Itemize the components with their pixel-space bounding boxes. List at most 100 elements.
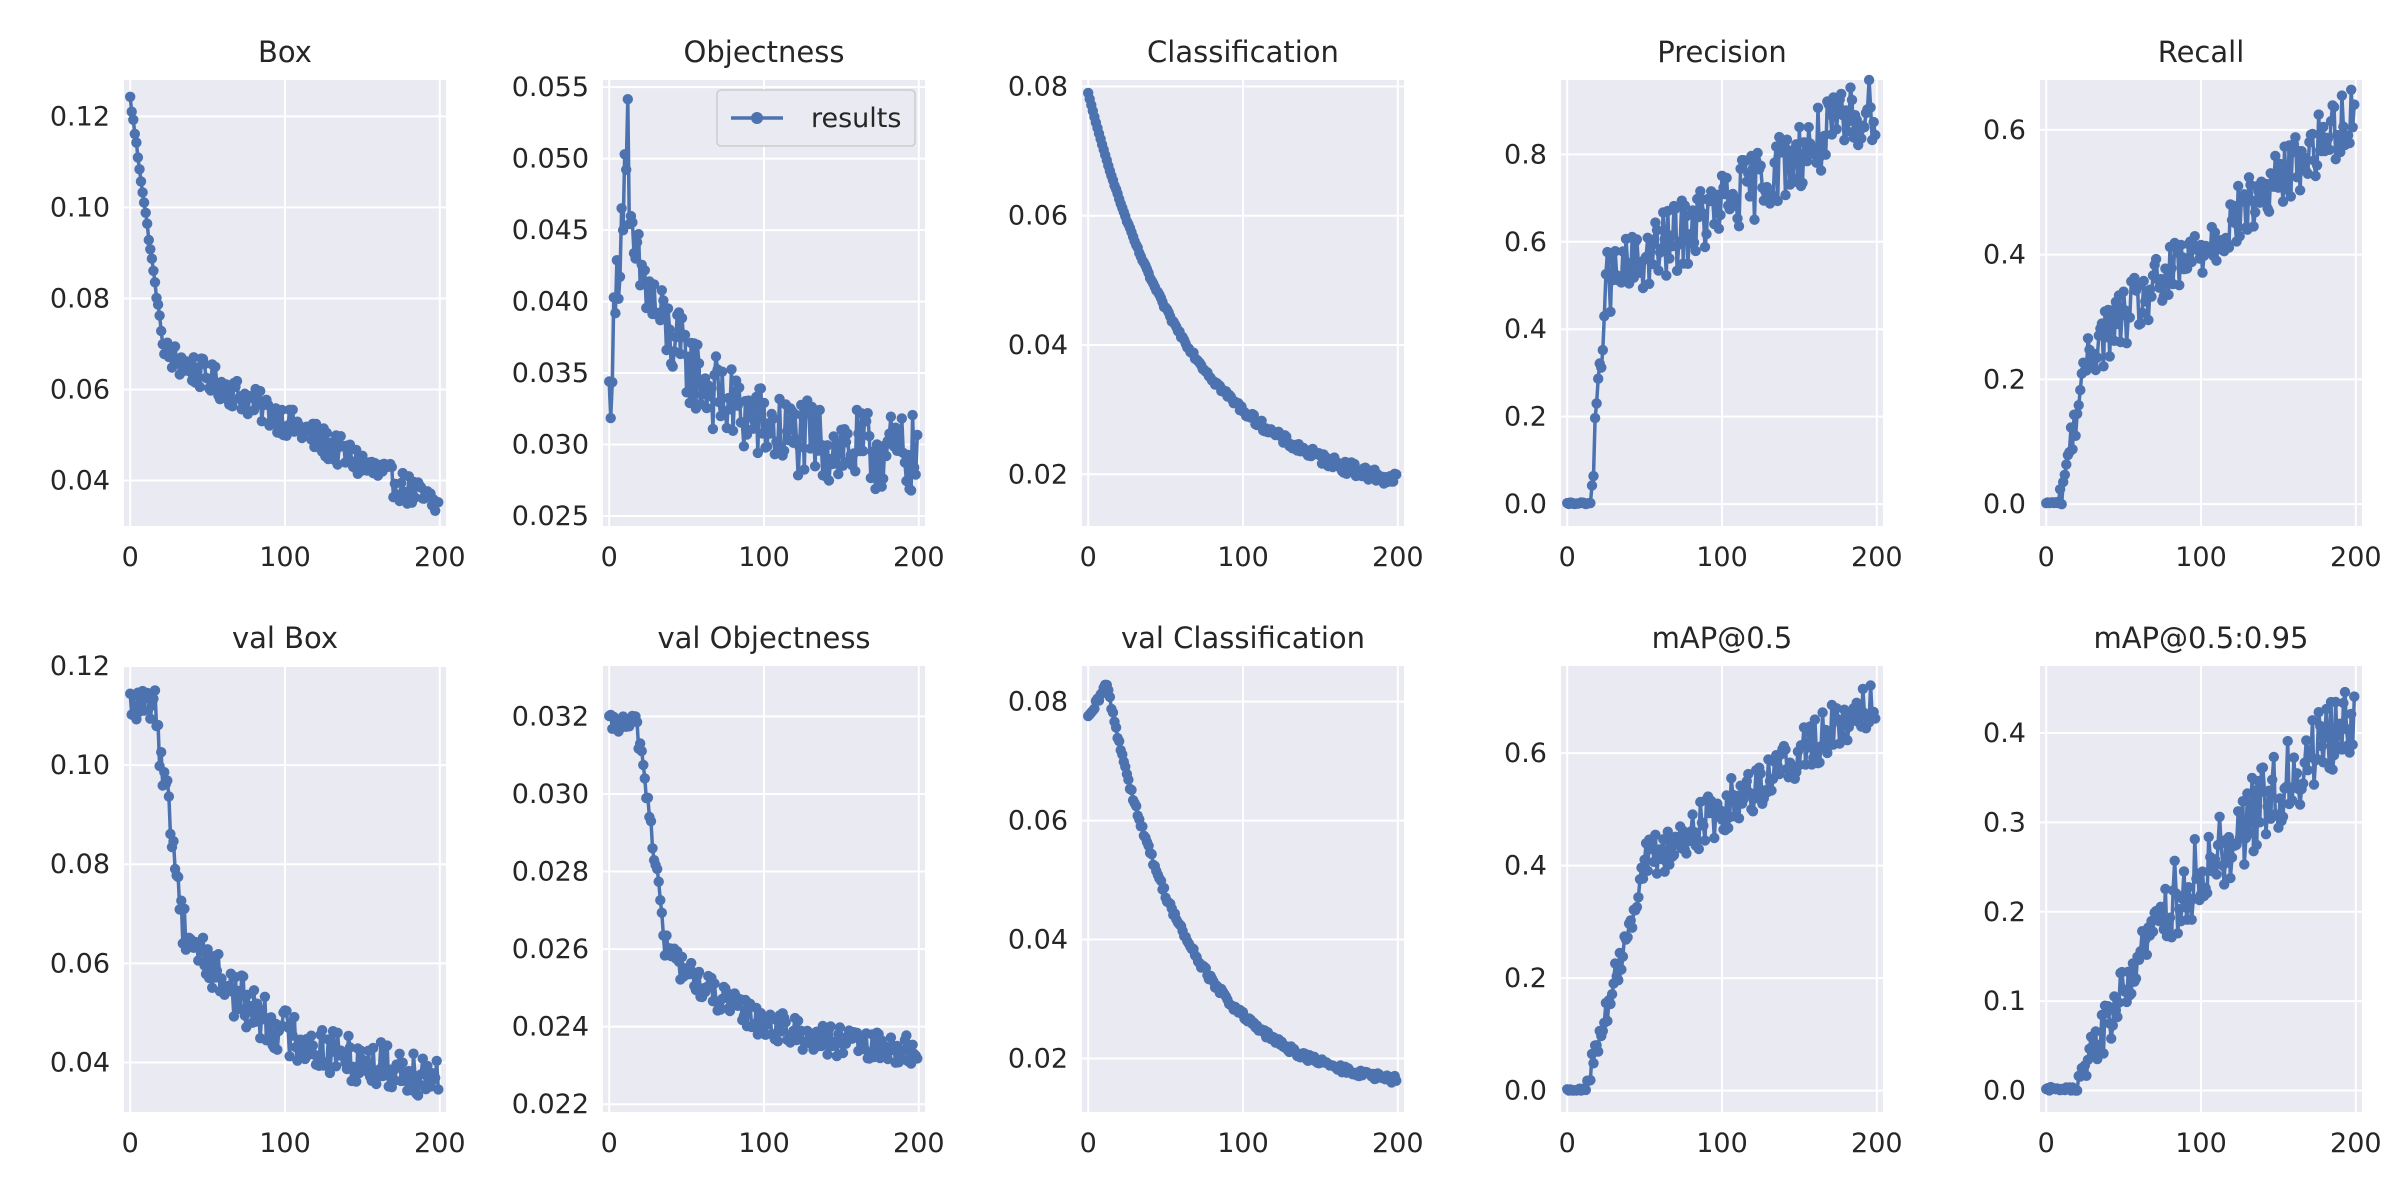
data-point bbox=[2338, 121, 2349, 132]
data-point bbox=[1772, 195, 1783, 207]
data-point bbox=[614, 271, 626, 282]
data-point bbox=[2328, 101, 2340, 113]
y-tick-label: 0.0 bbox=[1983, 1076, 2026, 1107]
data-point bbox=[128, 114, 139, 126]
chart-panel-4: Precision 0 100 200 0.0 0.2 0.4 0.6 0.8 bbox=[1504, 35, 1903, 573]
data-point bbox=[2121, 338, 2132, 349]
y-tick-label: 0.0 bbox=[1504, 489, 1547, 520]
data-point bbox=[607, 377, 618, 388]
data-point bbox=[1631, 234, 1643, 245]
data-point bbox=[706, 383, 717, 394]
data-point bbox=[2242, 788, 2253, 799]
y-tick-label: 0.2 bbox=[1504, 402, 1547, 433]
chart-title: Classification bbox=[1147, 35, 1339, 69]
chart-panel-1: Box 0 100 200 0.04 0.06 0.08 0.10 0.12 bbox=[50, 35, 466, 573]
data-point bbox=[2169, 855, 2180, 866]
data-point bbox=[2147, 926, 2159, 937]
data-point bbox=[1846, 94, 1858, 106]
data-point bbox=[710, 351, 722, 362]
data-point bbox=[2081, 1070, 2092, 1082]
data-point bbox=[2189, 231, 2200, 242]
data-point bbox=[2324, 144, 2335, 155]
data-point bbox=[145, 713, 156, 724]
x-tick-label: 0 bbox=[122, 1128, 139, 1159]
data-point bbox=[202, 944, 213, 955]
data-point bbox=[1639, 854, 1650, 865]
data-point bbox=[2209, 854, 2221, 865]
data-point bbox=[727, 425, 739, 436]
data-point bbox=[902, 449, 914, 461]
data-point bbox=[2344, 137, 2355, 149]
data-point bbox=[1658, 834, 1669, 845]
data-point bbox=[2298, 778, 2309, 789]
data-point bbox=[132, 152, 144, 163]
y-tick-label: 0.04 bbox=[50, 1047, 110, 1078]
data-point bbox=[1809, 714, 1821, 725]
y-tick-label: 0.050 bbox=[512, 144, 589, 175]
data-point bbox=[2347, 122, 2358, 133]
x-tick-label: 100 bbox=[1696, 542, 1748, 573]
data-point bbox=[1656, 243, 1667, 254]
data-point bbox=[142, 218, 153, 229]
data-point bbox=[2124, 312, 2135, 323]
x-tick-label: 0 bbox=[1080, 1128, 1097, 1159]
data-point bbox=[2260, 829, 2272, 840]
data-point bbox=[765, 428, 776, 439]
data-point bbox=[148, 693, 159, 704]
x-tick-label: 100 bbox=[259, 542, 311, 573]
x-tick-label: 0 bbox=[1080, 542, 1097, 573]
chart-title: Objectness bbox=[684, 35, 845, 69]
data-point bbox=[2186, 256, 2197, 268]
data-point bbox=[149, 685, 161, 696]
data-point bbox=[2274, 158, 2286, 170]
chart-panel-3: Classification 0 100 200 0.02 0.04 0.06 0.08 bbox=[1008, 35, 1424, 573]
data-point bbox=[2157, 902, 2168, 913]
data-point bbox=[814, 404, 825, 416]
data-point bbox=[2310, 170, 2321, 182]
data-point bbox=[129, 128, 140, 140]
data-point bbox=[335, 431, 346, 442]
x-tick-label: 200 bbox=[2330, 542, 2382, 573]
data-point bbox=[409, 492, 421, 503]
data-point bbox=[2223, 242, 2235, 253]
chart-title: Precision bbox=[1657, 35, 1786, 69]
data-point bbox=[709, 978, 720, 989]
data-point bbox=[255, 385, 266, 397]
data-point bbox=[2133, 954, 2145, 965]
data-point bbox=[2313, 109, 2324, 120]
data-point bbox=[788, 1025, 799, 1037]
y-tick-label: 0.12 bbox=[50, 101, 110, 132]
data-point bbox=[658, 295, 669, 306]
data-point bbox=[126, 106, 137, 117]
data-point bbox=[2236, 820, 2247, 832]
data-point bbox=[2287, 795, 2298, 806]
data-point bbox=[2282, 735, 2293, 747]
data-point bbox=[2225, 872, 2236, 884]
data-point bbox=[1606, 989, 1618, 1000]
data-point bbox=[2072, 408, 2083, 419]
data-point bbox=[648, 279, 660, 290]
data-point bbox=[842, 428, 853, 439]
data-point bbox=[2265, 168, 2276, 179]
data-point bbox=[1698, 208, 1709, 219]
data-point bbox=[627, 217, 638, 228]
data-point bbox=[323, 1034, 334, 1045]
data-point bbox=[2141, 949, 2152, 960]
data-point bbox=[1865, 680, 1876, 691]
data-point bbox=[2092, 352, 2103, 363]
data-point bbox=[775, 1026, 787, 1037]
data-point bbox=[661, 930, 672, 941]
data-point bbox=[140, 207, 151, 218]
data-point bbox=[371, 1078, 382, 1090]
data-point bbox=[211, 965, 223, 976]
data-point bbox=[799, 464, 810, 475]
legend-label: results bbox=[811, 103, 901, 134]
data-point bbox=[837, 1047, 849, 1059]
data-point bbox=[2336, 90, 2348, 101]
data-point bbox=[830, 458, 841, 469]
data-point bbox=[1622, 932, 1633, 943]
data-point bbox=[1840, 105, 1852, 116]
data-point bbox=[1839, 135, 1850, 146]
data-point bbox=[870, 1044, 881, 1055]
data-point bbox=[2253, 775, 2264, 787]
